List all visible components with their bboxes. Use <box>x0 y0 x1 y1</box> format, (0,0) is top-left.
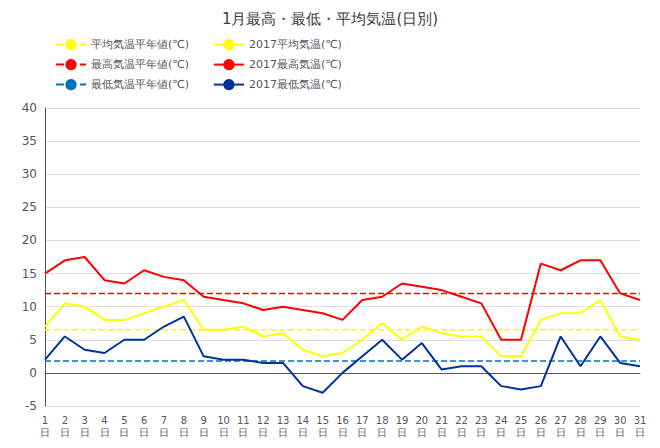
svg-text:7: 7 <box>161 415 167 426</box>
svg-text:日: 日 <box>298 427 308 438</box>
svg-text:26: 26 <box>534 415 547 426</box>
svg-text:日: 日 <box>318 427 328 438</box>
svg-text:40: 40 <box>22 101 37 115</box>
svg-text:日: 日 <box>357 427 367 438</box>
svg-text:2017平均気温(℃): 2017平均気温(℃) <box>249 38 342 51</box>
svg-text:日: 日 <box>615 427 625 438</box>
svg-text:21: 21 <box>435 415 448 426</box>
svg-text:-5: -5 <box>25 399 37 413</box>
svg-text:日: 日 <box>476 427 486 438</box>
svg-text:日: 日 <box>159 427 169 438</box>
svg-text:0: 0 <box>29 366 37 380</box>
svg-text:31: 31 <box>634 415 647 426</box>
svg-text:日: 日 <box>516 427 526 438</box>
svg-text:6: 6 <box>141 415 147 426</box>
svg-text:25: 25 <box>515 415 528 426</box>
svg-text:5: 5 <box>29 333 37 347</box>
svg-text:9: 9 <box>200 415 206 426</box>
svg-text:日: 日 <box>595 427 605 438</box>
svg-text:日: 日 <box>556 427 566 438</box>
svg-text:日: 日 <box>60 427 70 438</box>
svg-text:日: 日 <box>417 427 427 438</box>
svg-text:日: 日 <box>238 427 248 438</box>
svg-text:日: 日 <box>219 427 229 438</box>
svg-text:2017最高気温(℃): 2017最高気温(℃) <box>249 58 342 71</box>
svg-text:8: 8 <box>181 415 187 426</box>
svg-text:13: 13 <box>277 415 290 426</box>
svg-text:17: 17 <box>356 415 369 426</box>
svg-text:最高気温平年値(℃): 最高気温平年値(℃) <box>91 58 189 71</box>
svg-text:11: 11 <box>237 415 250 426</box>
svg-text:日: 日 <box>100 427 110 438</box>
svg-text:15: 15 <box>22 267 37 281</box>
svg-text:28: 28 <box>574 415 587 426</box>
svg-text:平均気温平年値(℃): 平均気温平年値(℃) <box>91 38 189 51</box>
svg-text:日: 日 <box>496 427 506 438</box>
svg-text:日: 日 <box>437 427 447 438</box>
svg-text:日: 日 <box>179 427 189 438</box>
svg-text:19: 19 <box>396 415 409 426</box>
svg-text:3: 3 <box>81 415 87 426</box>
svg-text:35: 35 <box>22 134 37 148</box>
svg-text:23: 23 <box>475 415 488 426</box>
svg-text:日: 日 <box>397 427 407 438</box>
svg-text:日: 日 <box>377 427 387 438</box>
svg-text:日: 日 <box>80 427 90 438</box>
svg-text:5: 5 <box>121 415 127 426</box>
svg-text:日: 日 <box>576 427 586 438</box>
svg-text:24: 24 <box>495 415 508 426</box>
svg-text:20: 20 <box>22 233 37 247</box>
svg-text:日: 日 <box>338 427 348 438</box>
svg-text:最低気温平年値(℃): 最低気温平年値(℃) <box>91 78 189 91</box>
svg-text:30: 30 <box>22 167 37 181</box>
svg-text:1月最高・最低・平均気温(日別): 1月最高・最低・平均気温(日別) <box>222 10 438 28</box>
svg-text:日: 日 <box>139 427 149 438</box>
svg-text:14: 14 <box>296 415 309 426</box>
svg-text:4: 4 <box>101 415 107 426</box>
svg-text:日: 日 <box>258 427 268 438</box>
svg-text:20: 20 <box>415 415 428 426</box>
svg-text:22: 22 <box>455 415 468 426</box>
svg-text:18: 18 <box>376 415 389 426</box>
svg-text:2017最低気温(℃): 2017最低気温(℃) <box>249 78 342 91</box>
svg-text:日: 日 <box>199 427 209 438</box>
svg-text:日: 日 <box>536 427 546 438</box>
svg-text:日: 日 <box>278 427 288 438</box>
svg-text:日: 日 <box>635 427 645 438</box>
svg-text:10: 10 <box>22 300 37 314</box>
svg-text:27: 27 <box>554 415 567 426</box>
svg-text:10: 10 <box>217 415 230 426</box>
svg-text:29: 29 <box>594 415 607 426</box>
svg-text:日: 日 <box>457 427 467 438</box>
svg-text:日: 日 <box>40 427 50 438</box>
svg-text:日: 日 <box>119 427 129 438</box>
svg-text:16: 16 <box>336 415 349 426</box>
svg-text:25: 25 <box>22 200 37 214</box>
svg-text:12: 12 <box>257 415 270 426</box>
svg-text:1: 1 <box>42 415 48 426</box>
svg-text:30: 30 <box>614 415 627 426</box>
svg-text:2: 2 <box>62 415 68 426</box>
svg-text:15: 15 <box>316 415 329 426</box>
